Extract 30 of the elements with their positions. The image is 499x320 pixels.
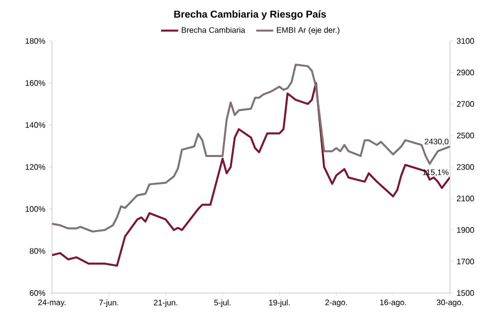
legend-label: Brecha Cambiaria: [182, 26, 246, 33]
x-tick-label: 16-ago.: [380, 300, 406, 307]
line-series: [52, 64, 450, 233]
line-series: [52, 82, 450, 267]
y2-tick-label: 2100: [456, 196, 474, 202]
x-tick-label: 19-jul.: [269, 300, 290, 307]
y2-tick-label: 1900: [457, 227, 474, 233]
x-tick-label: 21-jun.: [154, 300, 178, 307]
data-label: 2430,0: [424, 138, 448, 146]
y2-tick-label: 2300: [456, 164, 474, 170]
y-tick-label: 160%: [26, 80, 46, 86]
y2-tick-label: 3100: [456, 38, 474, 44]
y2-tick-label: 1700: [457, 258, 474, 264]
x-tick-label: 24-may.: [38, 300, 66, 307]
x-tick-label: 7-jun.: [99, 300, 118, 307]
legend-label: EMBI Ar (eje der.): [276, 26, 340, 34]
x-tick-label: 30-ago.: [436, 300, 463, 307]
y-tick-label: 180%: [26, 38, 46, 44]
y2-tick-label: 2900: [456, 70, 474, 76]
chart-title: Brecha Cambiaria y Riesgo País: [174, 10, 326, 20]
y2-tick-label: 2700: [456, 101, 474, 107]
x-tick-label: 5-jul.: [214, 300, 230, 307]
y-tick-label: 80%: [30, 248, 46, 254]
y-tick-label: 120%: [26, 164, 46, 170]
y-tick-label: 140%: [26, 122, 46, 128]
y2-tick-label: 2500: [456, 132, 474, 138]
y2-tick-label: 1500: [457, 290, 474, 296]
y-tick-label: 100%: [26, 206, 46, 212]
x-tick-label: 2-ago.: [325, 300, 347, 307]
y-tick-label: 60%: [30, 290, 46, 296]
